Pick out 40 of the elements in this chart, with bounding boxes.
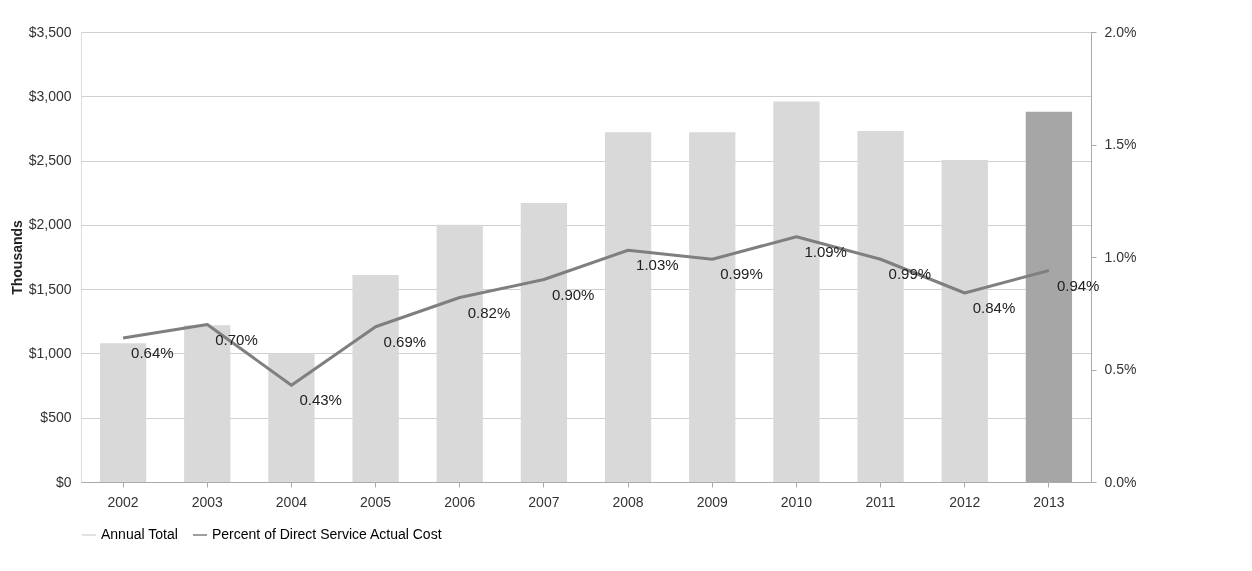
data-label: 0.99% bbox=[888, 265, 932, 283]
x-tick-label: 2005 bbox=[360, 493, 392, 510]
x-tick-label: 2013 bbox=[1033, 493, 1065, 510]
data-label: 0.90% bbox=[551, 285, 595, 303]
x-tick-label: 2003 bbox=[191, 493, 224, 510]
data-label: 0.84% bbox=[972, 299, 1016, 316]
line-series bbox=[121, 235, 1051, 387]
y-tick-label: $0 bbox=[55, 473, 72, 490]
x-tick-label: 2011 bbox=[865, 493, 896, 510]
data-label: 0.69% bbox=[383, 332, 427, 350]
y-tick-label: $1,500 bbox=[28, 280, 72, 297]
data-label: 1.09% bbox=[804, 242, 847, 260]
y-axis-title: Thousands bbox=[8, 219, 25, 295]
x-tick-label: 2006 bbox=[444, 493, 476, 510]
data-label: 0.99% bbox=[720, 265, 763, 283]
x-tick-label: 2007 bbox=[528, 493, 560, 510]
x-tick-label: 2004 bbox=[275, 493, 308, 510]
x-tick-label: 2012 bbox=[949, 493, 981, 510]
y2-tick-label: 1.0% bbox=[1104, 248, 1137, 265]
y2-tick-label: 0.5% bbox=[1104, 361, 1137, 377]
y-tick-label: $500 bbox=[40, 409, 72, 426]
legend-label: Percent of Direct Service Actual Cost bbox=[212, 526, 442, 542]
data-label: 1.03% bbox=[636, 256, 679, 274]
y2-tick-label: 2.0% bbox=[1104, 23, 1137, 40]
legend-label: Annual Total bbox=[101, 526, 178, 542]
y-tick-label: $2,000 bbox=[28, 216, 72, 233]
x-tick-label: 2002 bbox=[107, 493, 139, 510]
x-tick-label: 2009 bbox=[696, 493, 729, 510]
data-label: 0.43% bbox=[299, 391, 342, 409]
y2-tick-label: 1.5% bbox=[1104, 136, 1137, 152]
x-tick-label: 2008 bbox=[612, 493, 644, 510]
y2-tick-label: 0.0% bbox=[1104, 473, 1137, 490]
x-tick-label: 2010 bbox=[780, 493, 813, 510]
y-tick-label: $1,000 bbox=[28, 344, 72, 361]
data-label: 0.82% bbox=[467, 303, 511, 321]
data-label: 0.64% bbox=[131, 344, 174, 361]
y-tick-label: $3,000 bbox=[28, 87, 72, 104]
y-tick-label: $3,500 bbox=[28, 23, 72, 40]
data-label: 0.94% bbox=[1056, 276, 1100, 294]
y-tick-label: $2,500 bbox=[28, 152, 72, 169]
